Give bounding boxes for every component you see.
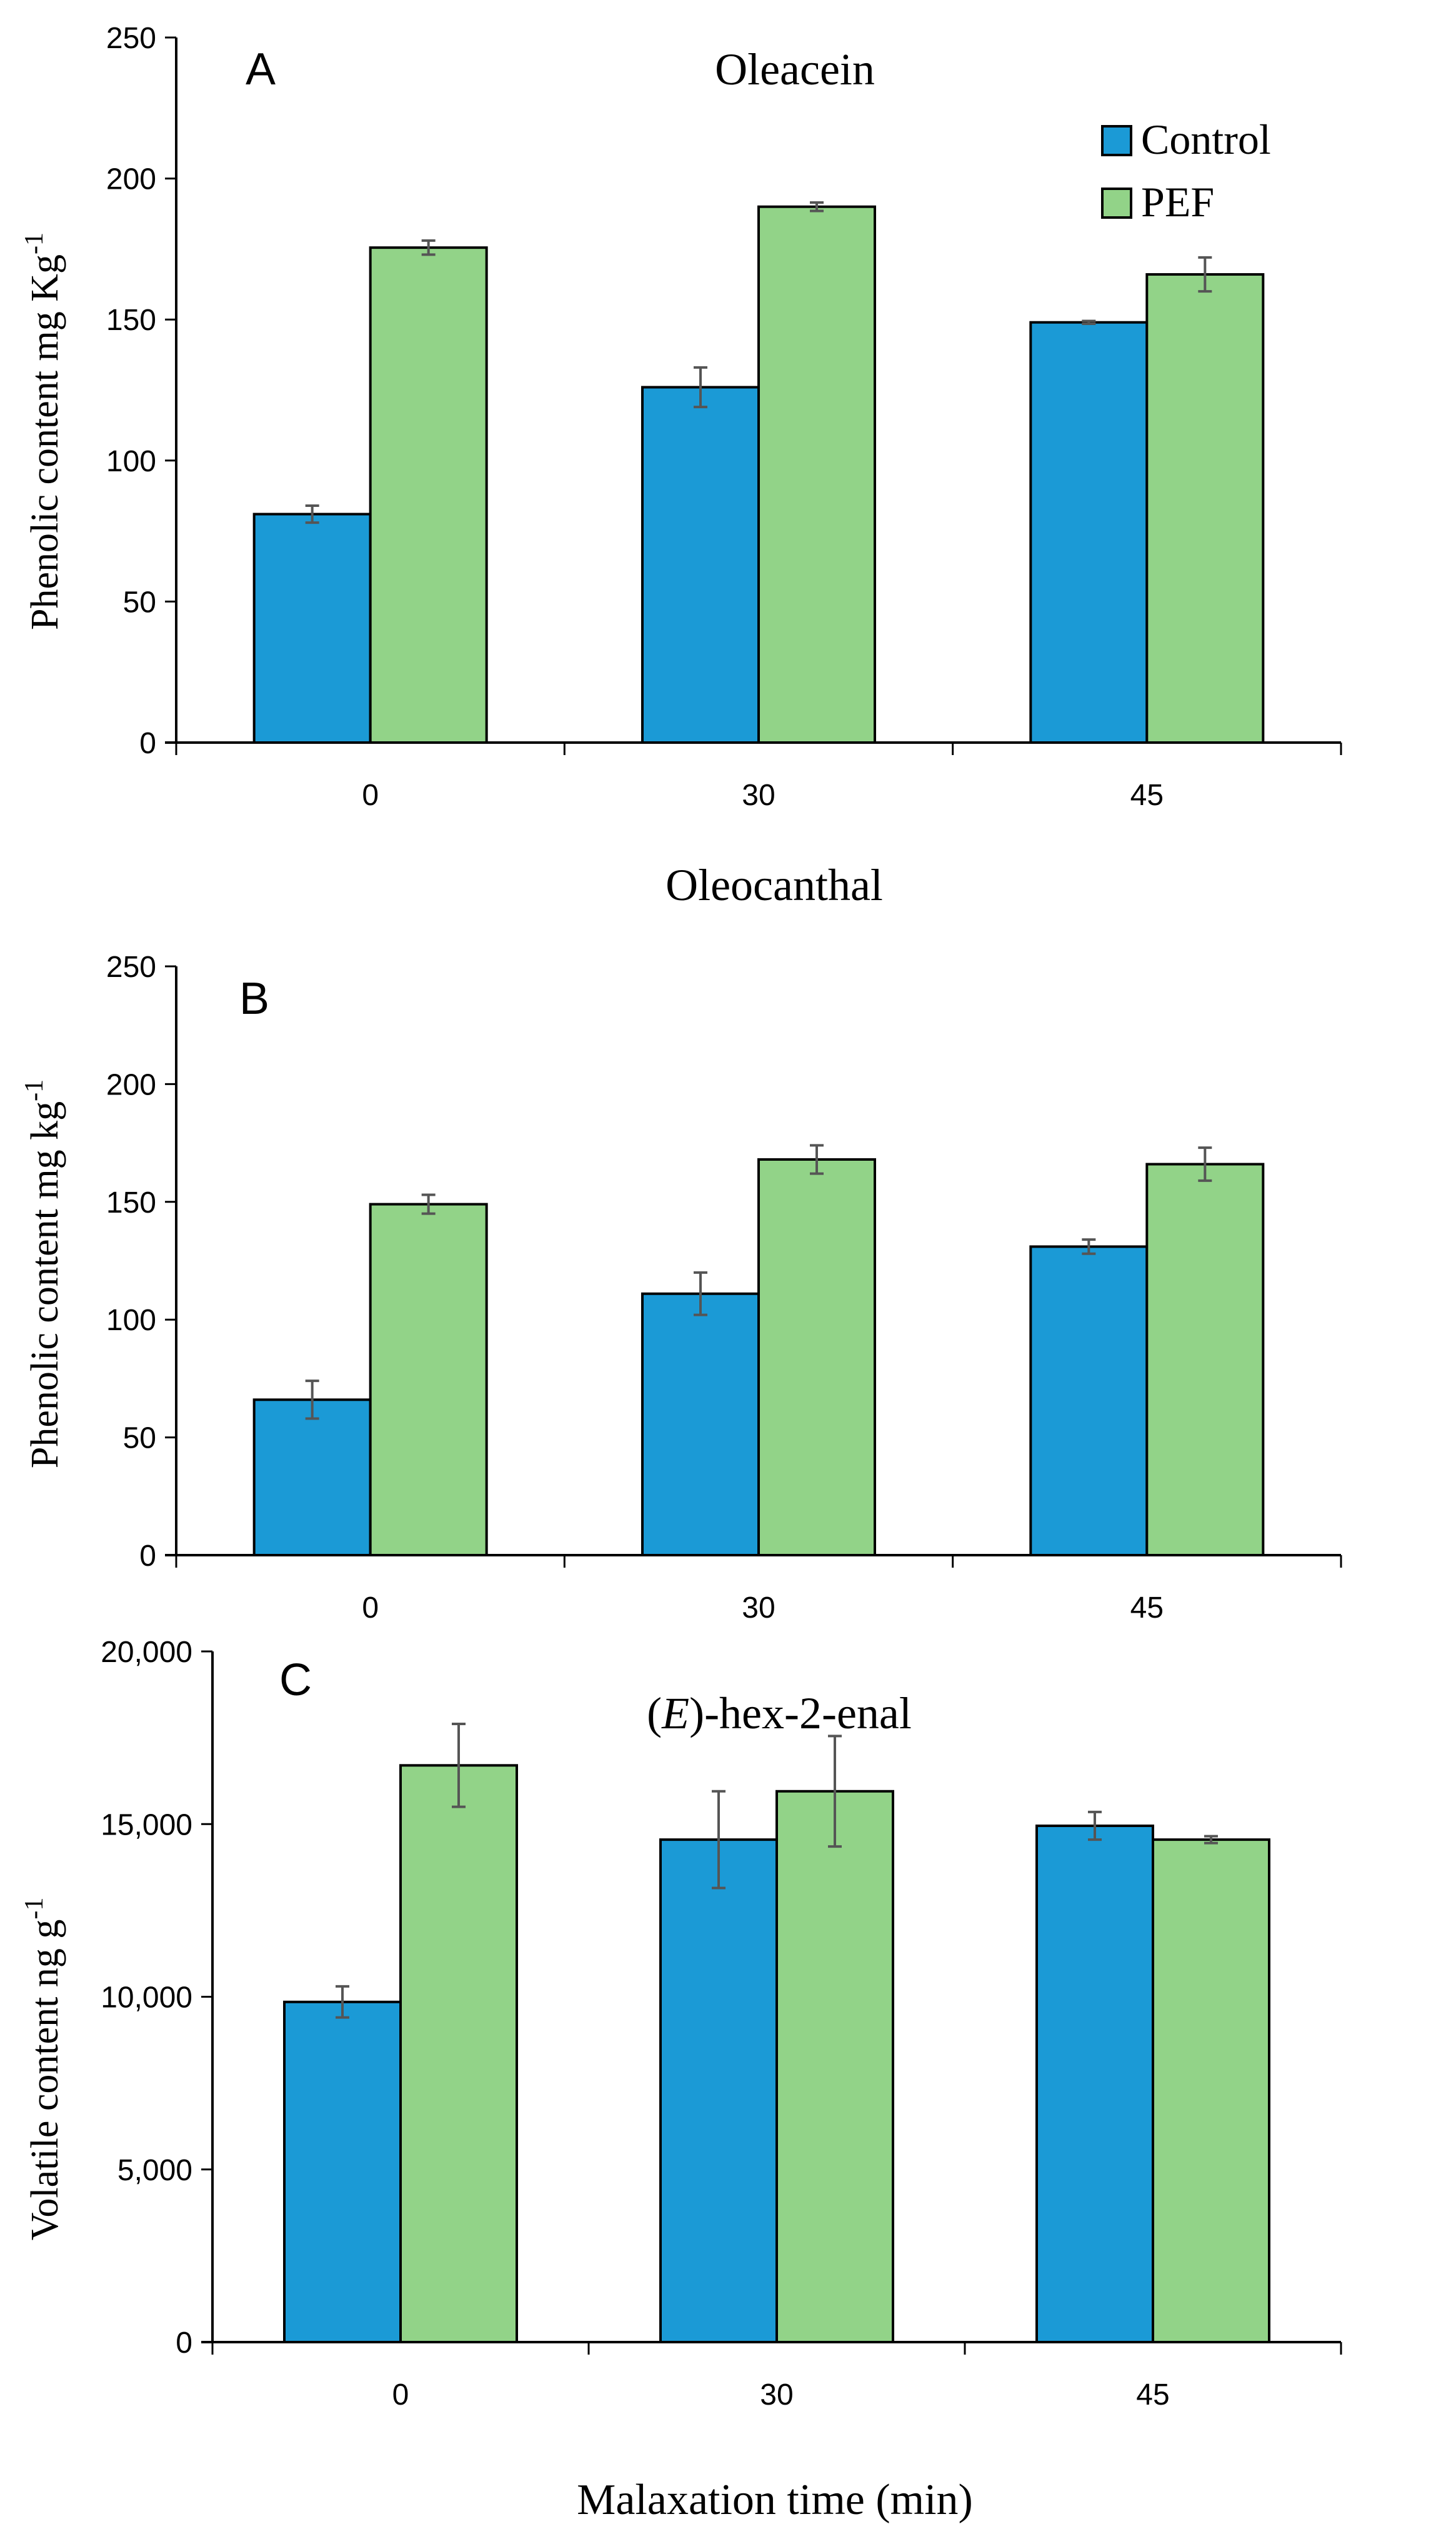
error-bar-control-45 bbox=[1082, 1238, 1096, 1255]
y-axis-label-a: Phenolic content mg Kg-1 bbox=[20, 233, 66, 630]
y-tick-label: 150 bbox=[106, 304, 156, 337]
chart-title-hexenal: (E)-hex-2-enal bbox=[647, 1688, 912, 1738]
chart-title-oleocanthal: Oleocanthal bbox=[666, 860, 883, 910]
x-tick-label: 0 bbox=[362, 1591, 379, 1625]
x-axis-label: Malaxation time (min) bbox=[577, 2476, 973, 2524]
error-bar-pef-45 bbox=[1198, 256, 1212, 293]
error-bar-pef-30 bbox=[810, 201, 824, 213]
bar-pef-0 bbox=[399, 1764, 518, 2343]
error-bar-pef-0 bbox=[452, 1723, 466, 1808]
x-tick-label: 45 bbox=[1130, 779, 1164, 812]
error-bar-pef-30 bbox=[828, 1735, 842, 1848]
x-tick-label: 30 bbox=[742, 1591, 775, 1625]
chart-title-hexenal-suffix: )-hex-2-enal bbox=[689, 1688, 912, 1738]
y-tick-label: 100 bbox=[106, 1304, 156, 1337]
legend: Control PEF bbox=[1101, 116, 1271, 226]
x-tick-label: 45 bbox=[1130, 1591, 1164, 1625]
bar-control-45 bbox=[1035, 1825, 1154, 2343]
bar-pef-0 bbox=[369, 246, 488, 744]
error-bar-control-30 bbox=[694, 1271, 707, 1316]
error-bar-control-45 bbox=[1088, 1810, 1102, 1841]
bar-control-30 bbox=[641, 1292, 760, 1556]
y-axis-label-a-text: Phenolic content mg Kg bbox=[24, 254, 66, 630]
y-tick-label: 250 bbox=[106, 22, 156, 55]
y-axis-label-b-text: Phenolic content mg kg bbox=[24, 1101, 66, 1468]
error-bar-control-0 bbox=[305, 504, 319, 524]
y-tick-label: 0 bbox=[176, 2326, 192, 2360]
error-bar-control-0 bbox=[305, 1380, 319, 1420]
error-bar-control-30 bbox=[694, 366, 707, 409]
y-tick-label: 5,000 bbox=[117, 2154, 192, 2187]
bar-control-0 bbox=[283, 2000, 402, 2344]
bar-control-30 bbox=[659, 1838, 778, 2344]
y-tick-label: 10,000 bbox=[101, 1981, 192, 2015]
bar-control-45 bbox=[1029, 1245, 1149, 1556]
panel-label-b: B bbox=[239, 974, 269, 1024]
x-tick-label: 0 bbox=[392, 2378, 409, 2411]
y-tick-label: 50 bbox=[123, 586, 156, 619]
y-tick-label: 50 bbox=[123, 1422, 156, 1455]
error-bar-pef-0 bbox=[421, 1193, 436, 1215]
error-bar-control-30 bbox=[712, 1790, 726, 1890]
error-bar-pef-45 bbox=[1198, 1146, 1212, 1182]
y-tick-label: 0 bbox=[139, 1540, 156, 1573]
chart-panel-a: A Oleacein Phenolic content mg Kg-1 Cont… bbox=[20, 22, 1342, 812]
y-axis-label-b-sup: -1 bbox=[20, 1079, 49, 1101]
y-axis-label-c-text: Volatile content ng g bbox=[24, 1920, 66, 2241]
bar-pef-30 bbox=[757, 1158, 876, 1556]
bar-control-0 bbox=[252, 513, 372, 744]
error-bar-control-45 bbox=[1082, 319, 1096, 325]
legend-swatch-pef bbox=[1101, 188, 1132, 219]
bar-control-45 bbox=[1029, 321, 1149, 744]
y-tick-label: 150 bbox=[106, 1186, 156, 1219]
chart-panel-b: B Oleocanthal Phenolic content mg kg-1 0… bbox=[20, 860, 1342, 1625]
error-bar-pef-0 bbox=[421, 239, 436, 256]
bar-control-30 bbox=[641, 386, 760, 744]
legend-label-control: Control bbox=[1141, 116, 1271, 163]
y-axis-label-a-sup: -1 bbox=[20, 233, 49, 254]
bar-pef-0 bbox=[369, 1203, 488, 1556]
y-tick-label: 15,000 bbox=[101, 1808, 192, 1841]
y-tick-label: 20,000 bbox=[101, 1636, 192, 1669]
y-axis-label-b: Phenolic content mg kg-1 bbox=[20, 1079, 66, 1468]
y-tick-label: 250 bbox=[106, 951, 156, 984]
x-tick-label: 45 bbox=[1136, 2378, 1169, 2411]
bar-pef-30 bbox=[757, 205, 876, 744]
bar-pef-45 bbox=[1152, 1838, 1270, 2344]
chart-panel-c: C (E)-hex-2-enal Volatile content ng g-1… bbox=[20, 1636, 1342, 2524]
y-axis-label-c-sup: -1 bbox=[20, 1898, 49, 1920]
panel-label-c: C bbox=[279, 1655, 312, 1705]
x-tick-label: 30 bbox=[760, 2378, 793, 2411]
bar-pef-45 bbox=[1145, 273, 1265, 744]
y-tick-label: 200 bbox=[106, 1068, 156, 1101]
error-bar-control-0 bbox=[336, 1985, 349, 2019]
chart-title-oleacein: Oleacein bbox=[715, 44, 875, 94]
error-bar-pef-30 bbox=[810, 1144, 824, 1175]
y-tick-label: 0 bbox=[139, 727, 156, 760]
x-tick-label: 0 bbox=[362, 779, 379, 812]
error-bar-pef-45 bbox=[1204, 1835, 1218, 1845]
legend-swatch-control bbox=[1101, 125, 1132, 156]
y-tick-label: 100 bbox=[106, 445, 156, 478]
bar-control-0 bbox=[252, 1398, 372, 1557]
x-tick-label: 30 bbox=[742, 779, 775, 812]
chart-title-hexenal-prefix: ( bbox=[647, 1688, 662, 1738]
bar-pef-45 bbox=[1145, 1163, 1265, 1556]
chart-title-hexenal-italic: E bbox=[661, 1688, 689, 1738]
bar-pef-30 bbox=[775, 1790, 894, 2343]
y-axis-label-c: Volatile content ng g-1 bbox=[20, 1898, 66, 2241]
y-tick-label: 200 bbox=[106, 163, 156, 196]
panel-label-a: A bbox=[246, 44, 276, 94]
legend-label-pef: PEF bbox=[1141, 178, 1214, 226]
